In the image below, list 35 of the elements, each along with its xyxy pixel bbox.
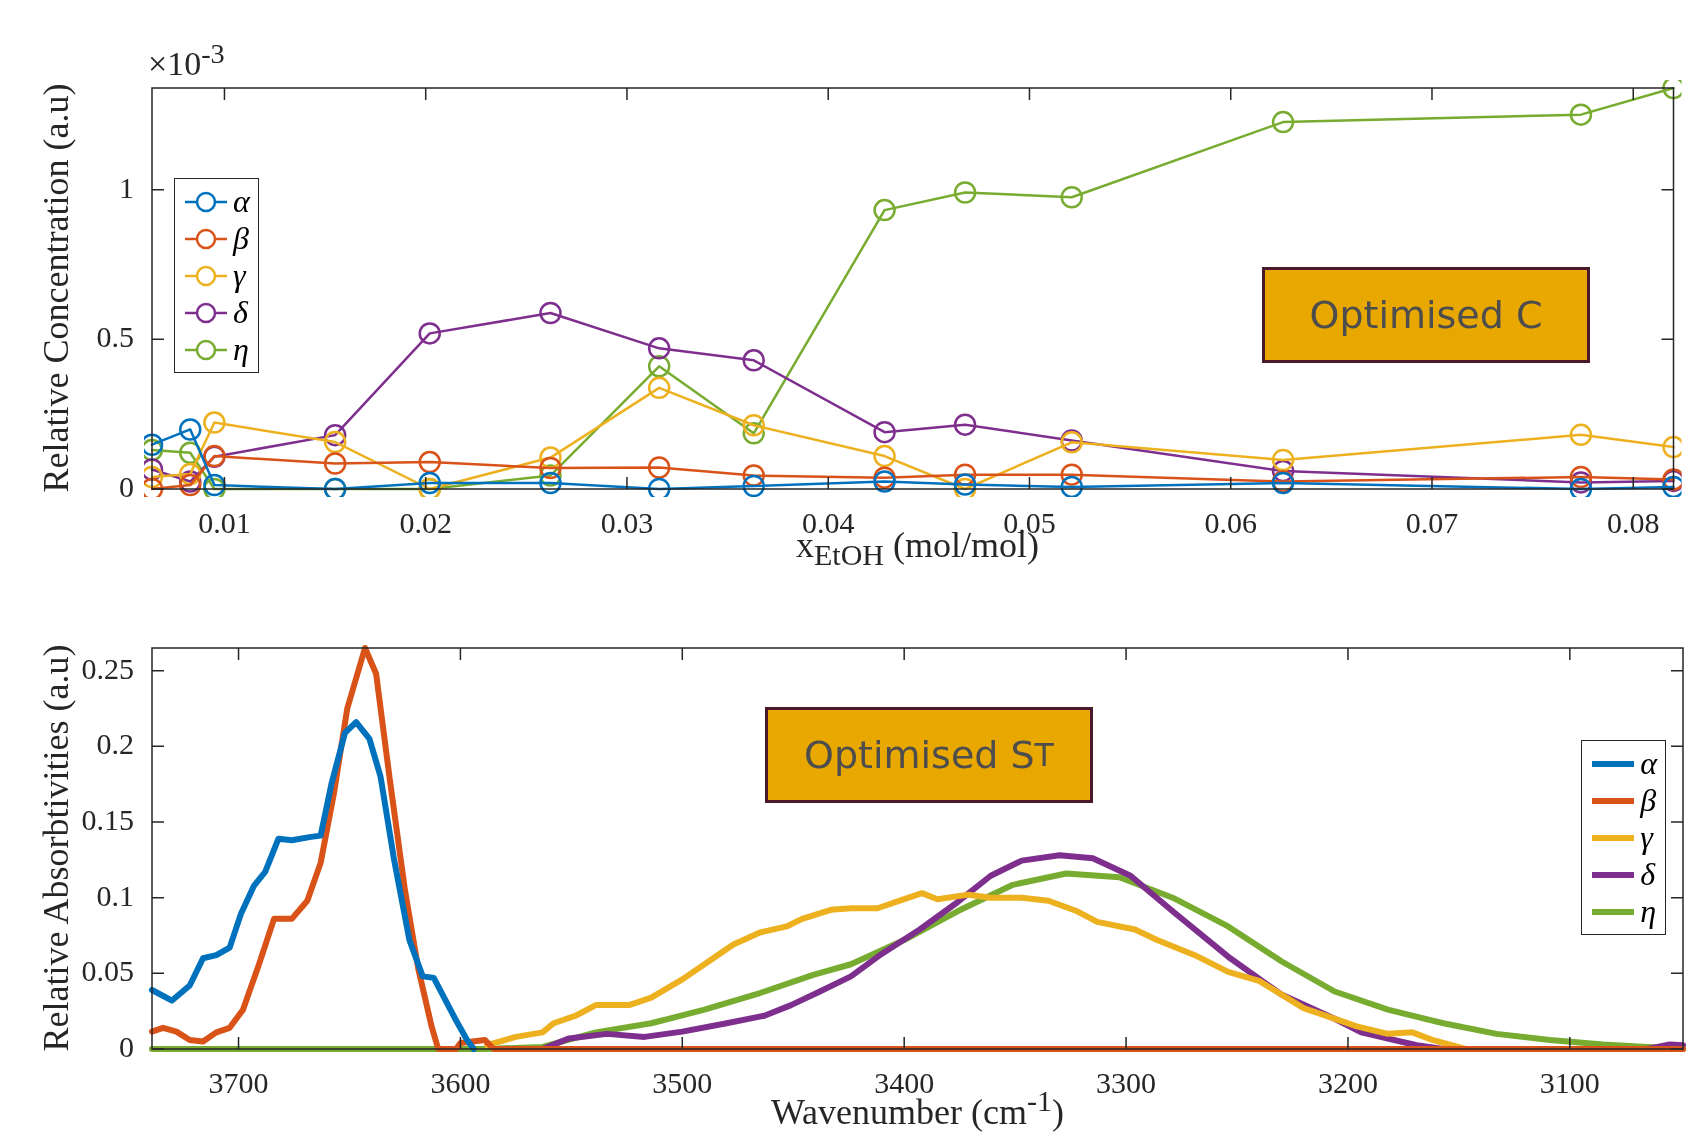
x-tick-label: 3300	[1096, 1065, 1157, 1099]
y-tick-label: 0.1	[96, 878, 134, 912]
x-tick-label: 3200	[1317, 1065, 1378, 1099]
legend-label: δ	[233, 294, 248, 331]
y-axis-title: Relative Concentration (a.u)	[35, 83, 77, 493]
y-tick-label: 0.15	[81, 802, 134, 836]
x-tick-label: 3500	[652, 1065, 713, 1099]
x-tick-label: 0.03	[600, 505, 654, 539]
x-tick-label: 0.07	[1405, 505, 1459, 539]
legend-label: η	[233, 331, 249, 368]
x-tick-label: 3700	[208, 1065, 269, 1099]
x-tick-label: 0.02	[399, 505, 452, 539]
legend-label: α	[1640, 745, 1657, 782]
annotation: Optimised C	[1262, 267, 1590, 363]
y-tick-label: 0	[119, 469, 134, 503]
text: ×10$^{-3}$	[148, 38, 225, 84]
x-tick-label: 0.01	[198, 505, 251, 539]
x-tick-label: 0.08	[1607, 505, 1660, 539]
legend-label: δ	[1640, 856, 1656, 893]
legend-label: β	[233, 220, 249, 257]
y-tick-label: 1	[119, 170, 134, 204]
x-tick-label: 3600	[430, 1065, 491, 1099]
legend-label: α	[233, 183, 250, 220]
legend-label: γ	[233, 257, 246, 294]
x-tick-label: 0.06	[1204, 505, 1257, 539]
y-tick-label: 0.2	[96, 727, 134, 761]
y-tick-label: 0.5	[96, 320, 134, 354]
y-tick-label: 0.25	[81, 651, 134, 685]
y-axis-title: Relative Absorbtivities (a.u)	[35, 644, 77, 1052]
y-tick-label: 0	[119, 1029, 134, 1063]
x-tick-label: 3100	[1539, 1065, 1600, 1099]
legend-label: η	[1640, 893, 1657, 930]
legend-label: β	[1640, 782, 1657, 819]
y-tick-label: 0.05	[81, 954, 134, 988]
legend-label: γ	[1640, 819, 1653, 856]
